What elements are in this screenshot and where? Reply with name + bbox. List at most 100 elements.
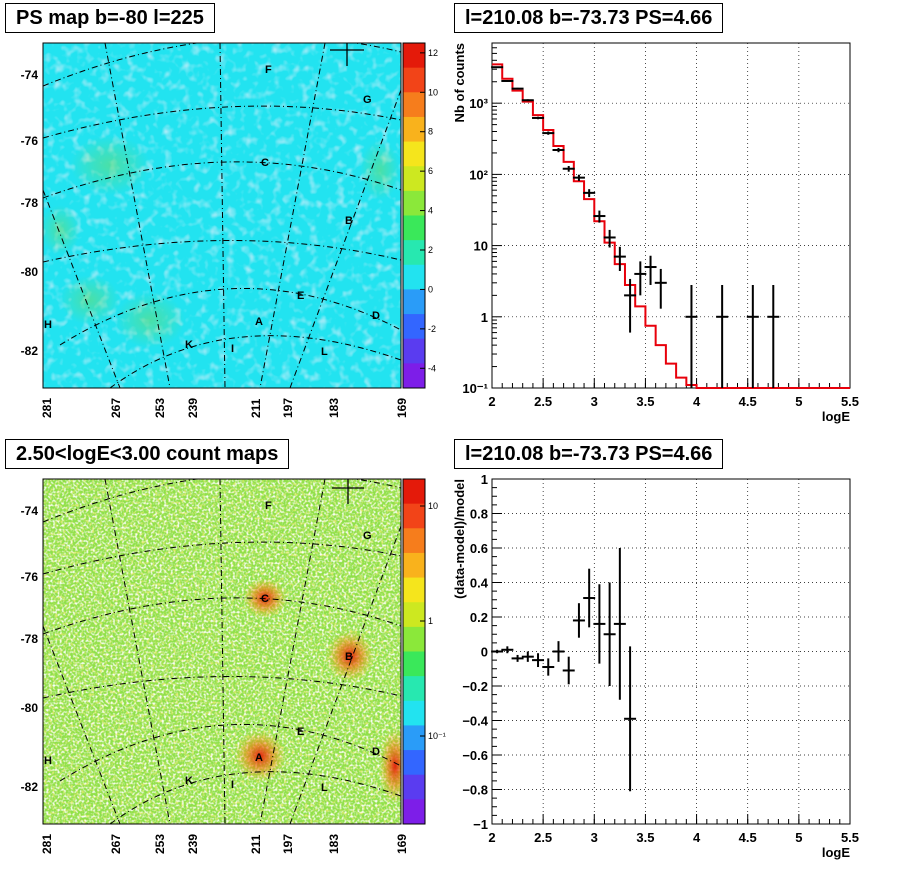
colorbar-tick-label: 8 <box>428 127 433 137</box>
colorbar-tick-label: -4 <box>428 363 436 373</box>
colorbar-segment <box>403 215 425 241</box>
data-point <box>491 66 504 69</box>
x-tick-label: 281 <box>40 398 54 418</box>
y-tick-label: -80 <box>21 701 39 715</box>
data-point <box>593 210 606 223</box>
y-tick-label: -82 <box>21 344 39 358</box>
y-tick-label: 10³ <box>469 96 488 111</box>
source-label: H <box>44 319 52 331</box>
ps-map-colorbar: 12 10 8 6 4 2 0 -2 -4 <box>402 42 438 389</box>
y-tick-label: 1 <box>481 472 488 487</box>
y-tick-label: 10⁻¹ <box>462 381 488 396</box>
x-tick-label: 4.5 <box>739 394 757 409</box>
colorbar-segment <box>403 676 425 702</box>
x-tick-label: 267 <box>109 834 123 854</box>
ps-map-target-marker <box>330 43 364 66</box>
y-tick-label: −1 <box>473 817 488 832</box>
colorbar-segment <box>403 314 425 340</box>
x-tick-label: 2 <box>488 830 495 845</box>
source-label: C <box>261 157 269 169</box>
y-tick-label: -76 <box>21 570 39 584</box>
colorbar-tick-label: 12 <box>428 48 438 58</box>
source-label: G <box>363 530 372 542</box>
x-tick-label: 4 <box>693 394 701 409</box>
x-tick-label: 5.5 <box>841 830 859 845</box>
colorbar-tick-label: 0 <box>428 284 433 294</box>
y-tick-label: -74 <box>21 68 39 82</box>
x-tick-label: 253 <box>153 398 167 418</box>
colorbar-segment <box>403 799 425 825</box>
source-label: I <box>231 343 234 355</box>
colorbar-segment <box>403 92 425 118</box>
y-tick-label: -76 <box>21 134 39 148</box>
data-point <box>644 255 657 285</box>
x-tick-label: 2.5 <box>534 830 552 845</box>
colorbar-frame <box>402 478 426 825</box>
source-label: E <box>297 726 304 738</box>
y-tick-label: −0.4 <box>462 714 488 729</box>
y-tick-label: 1 <box>481 310 488 325</box>
colorbar-segment <box>403 503 425 529</box>
count-map-grid <box>43 479 401 824</box>
x-axis-title: logE <box>822 845 850 860</box>
count-map-y-axis: -74 -76 -78 -80 -82 <box>21 504 39 794</box>
data-point <box>572 174 585 181</box>
x-tick-label: 183 <box>327 398 341 418</box>
residual-point <box>521 651 534 662</box>
y-tick-label: 10 <box>474 239 488 254</box>
data-point <box>654 268 667 309</box>
ps-map-plot: F G C B E D A H K I L -74 -76 -78 -80 -8… <box>21 42 438 418</box>
colorbar-segment <box>403 774 425 800</box>
colorbar-tick-label: 6 <box>428 166 433 176</box>
colorbar-segment <box>403 264 425 290</box>
ps-map-source-labels: F G C B E D A H K I L <box>44 64 380 358</box>
source-label: A <box>255 316 263 328</box>
data-point <box>521 99 534 102</box>
count-map-colorbar: 10 1 10⁻¹ <box>402 478 446 825</box>
y-tick-label: -82 <box>21 780 39 794</box>
data-point <box>542 131 555 135</box>
y-tick-label: -78 <box>21 196 39 210</box>
x-tick-label: 183 <box>327 834 341 854</box>
data-point <box>634 261 647 296</box>
x-tick-label: 3.5 <box>636 394 654 409</box>
source-label: B <box>345 215 353 227</box>
x-tick-label: 211 <box>249 834 263 854</box>
colorbar-tick-label: 1 <box>428 616 433 626</box>
source-label: E <box>297 290 304 302</box>
y-tick-label: 0 <box>481 645 488 660</box>
x-tick-label: 239 <box>186 398 200 418</box>
x-tick-label: 2.5 <box>534 394 552 409</box>
x-tick-label: 169 <box>395 834 409 854</box>
x-tick-label: 4 <box>693 830 701 845</box>
data-point <box>685 284 698 388</box>
x-tick-label: 211 <box>249 398 263 418</box>
source-label: L <box>321 782 328 794</box>
source-label: B <box>345 651 353 663</box>
colorbar-segment <box>403 552 425 579</box>
spectrum-chart: 2 2.5 3 3.5 4 4.5 5 5.5 10⁻¹ 1 10 10² 10³ logE Nb of c… <box>452 42 859 424</box>
residual-point <box>532 653 545 668</box>
ps-map-panel: PS map b=-80 l=225 <box>0 0 449 435</box>
residual-panel: l=210.08 b=-73.73 PS=4.66 2 2.5 3 3.5 4 4.5 5 5… <box>449 436 898 871</box>
y-tick-label: −0.6 <box>462 748 488 763</box>
colorbar-tick-label: 2 <box>428 245 433 255</box>
x-tick-label: 267 <box>109 398 123 418</box>
residual-point <box>552 641 565 662</box>
source-label: K <box>185 775 193 787</box>
x-tick-label: 197 <box>281 834 295 854</box>
colorbar-segment <box>403 190 425 216</box>
colorbar-segment <box>403 479 425 505</box>
x-tick-label: 281 <box>40 834 54 854</box>
source-label: I <box>231 779 234 791</box>
ps-map-title: PS map b=-80 l=225 <box>5 3 215 33</box>
source-label: A <box>255 752 263 764</box>
colorbar-segment <box>403 141 425 167</box>
data-point <box>511 87 524 90</box>
data-point <box>767 284 780 388</box>
ps-map-grid <box>43 43 401 388</box>
residual-point <box>501 646 514 654</box>
colorbar-segment <box>403 651 425 677</box>
residual-chart: 2 2.5 3 3.5 4 4.5 5 5.5 1 0.8 0.6 0.4 0.2 0 −0.2 −0.4 −0… <box>452 472 859 860</box>
colorbar-tick-label: 10 <box>428 501 438 511</box>
